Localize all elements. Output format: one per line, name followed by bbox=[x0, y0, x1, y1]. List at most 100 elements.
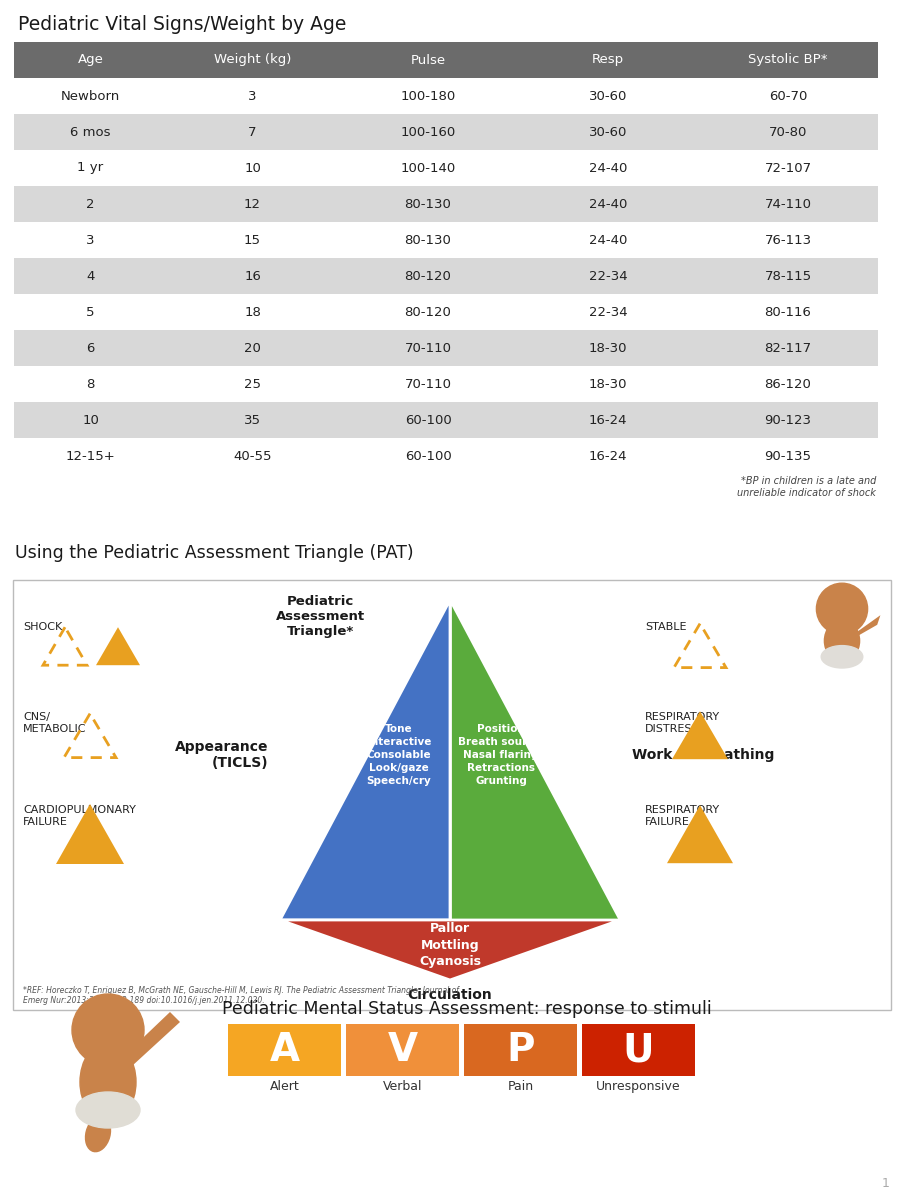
Bar bbox=[582, 1024, 695, 1076]
Text: Pain: Pain bbox=[508, 1080, 534, 1093]
Ellipse shape bbox=[85, 1116, 110, 1152]
Bar bbox=[518, 42, 698, 78]
Bar bbox=[518, 186, 698, 222]
Text: 24-40: 24-40 bbox=[589, 234, 627, 246]
Text: 72-107: 72-107 bbox=[765, 162, 812, 174]
Polygon shape bbox=[855, 616, 881, 637]
Bar bbox=[338, 114, 518, 150]
Text: CARDIOPULMONARY
FAILURE: CARDIOPULMONARY FAILURE bbox=[23, 805, 136, 827]
Bar bbox=[464, 1024, 577, 1076]
Bar bbox=[518, 330, 698, 366]
Bar bbox=[167, 330, 338, 366]
Ellipse shape bbox=[76, 1092, 140, 1128]
Bar bbox=[338, 294, 518, 330]
Text: 6 mos: 6 mos bbox=[71, 126, 110, 138]
Text: 86-120: 86-120 bbox=[765, 378, 812, 390]
Text: 24-40: 24-40 bbox=[589, 162, 627, 174]
Bar bbox=[14, 438, 167, 474]
Text: 25: 25 bbox=[244, 378, 261, 390]
Polygon shape bbox=[667, 805, 733, 863]
Ellipse shape bbox=[824, 620, 860, 661]
Bar bbox=[518, 402, 698, 438]
Text: Pallor
Mottling
Cyanosis: Pallor Mottling Cyanosis bbox=[419, 922, 481, 968]
Text: 10: 10 bbox=[82, 414, 99, 426]
Text: STABLE: STABLE bbox=[645, 622, 687, 632]
Bar bbox=[698, 186, 878, 222]
Text: 90-123: 90-123 bbox=[765, 414, 812, 426]
Bar bbox=[228, 1024, 341, 1076]
Text: 80-120: 80-120 bbox=[405, 306, 452, 318]
Text: V: V bbox=[387, 1031, 417, 1069]
Text: Circulation: Circulation bbox=[407, 988, 492, 1002]
Text: 16: 16 bbox=[244, 270, 261, 282]
Text: Resp: Resp bbox=[592, 54, 624, 66]
Text: 18: 18 bbox=[244, 306, 261, 318]
Text: 78-115: 78-115 bbox=[765, 270, 812, 282]
Bar bbox=[167, 186, 338, 222]
Bar bbox=[338, 150, 518, 186]
Bar bbox=[167, 222, 338, 258]
Bar bbox=[14, 330, 167, 366]
Text: A: A bbox=[270, 1031, 300, 1069]
Bar bbox=[14, 258, 167, 294]
Bar bbox=[698, 366, 878, 402]
Text: 30-60: 30-60 bbox=[589, 90, 627, 102]
Bar bbox=[518, 222, 698, 258]
Text: 60-100: 60-100 bbox=[405, 450, 452, 462]
Text: 80-130: 80-130 bbox=[405, 198, 452, 210]
Text: 90-135: 90-135 bbox=[765, 450, 812, 462]
Bar bbox=[518, 258, 698, 294]
Bar bbox=[346, 1024, 459, 1076]
Text: 30-60: 30-60 bbox=[589, 126, 627, 138]
Circle shape bbox=[72, 994, 144, 1066]
Text: 2: 2 bbox=[86, 198, 95, 210]
Bar bbox=[167, 258, 338, 294]
Bar bbox=[167, 366, 338, 402]
Text: P: P bbox=[506, 1031, 535, 1069]
Bar bbox=[338, 222, 518, 258]
Text: Pediatric
Assessment
Triangle*: Pediatric Assessment Triangle* bbox=[275, 595, 365, 638]
Bar bbox=[698, 402, 878, 438]
Text: 100-160: 100-160 bbox=[400, 126, 455, 138]
Text: RESPIRATORY
DISTRESS: RESPIRATORY DISTRESS bbox=[645, 712, 720, 733]
Polygon shape bbox=[126, 1012, 180, 1066]
Bar bbox=[167, 402, 338, 438]
Text: 74-110: 74-110 bbox=[765, 198, 812, 210]
Bar bbox=[338, 78, 518, 114]
Text: Systolic BP*: Systolic BP* bbox=[748, 54, 828, 66]
Bar bbox=[14, 186, 167, 222]
Text: 3: 3 bbox=[248, 90, 257, 102]
Text: 5: 5 bbox=[86, 306, 95, 318]
Text: Weight (kg): Weight (kg) bbox=[214, 54, 291, 66]
Text: Age: Age bbox=[78, 54, 103, 66]
Text: Tone
Interactive
Consolable
Look/gaze
Speech/cry: Tone Interactive Consolable Look/gaze Sp… bbox=[367, 724, 432, 786]
Circle shape bbox=[816, 583, 868, 635]
Text: 60-70: 60-70 bbox=[769, 90, 807, 102]
Text: 80-120: 80-120 bbox=[405, 270, 452, 282]
Text: 76-113: 76-113 bbox=[765, 234, 812, 246]
Text: Alert: Alert bbox=[270, 1080, 300, 1093]
Text: U: U bbox=[623, 1031, 654, 1069]
Text: 18-30: 18-30 bbox=[589, 378, 627, 390]
Text: 100-140: 100-140 bbox=[400, 162, 455, 174]
Text: *REF: Horeczko T, Enriquez B, McGrath NE, Gausche-Hill M, Lewis RJ. The Pediatri: *REF: Horeczko T, Enriquez B, McGrath NE… bbox=[23, 985, 459, 1006]
Bar bbox=[14, 294, 167, 330]
Text: 20: 20 bbox=[244, 342, 261, 354]
Polygon shape bbox=[96, 628, 140, 665]
Bar bbox=[167, 150, 338, 186]
Text: 24-40: 24-40 bbox=[589, 198, 627, 210]
Bar bbox=[518, 438, 698, 474]
Bar bbox=[698, 222, 878, 258]
Bar bbox=[14, 150, 167, 186]
Text: 16-24: 16-24 bbox=[589, 414, 627, 426]
Text: 12-15+: 12-15+ bbox=[66, 450, 115, 462]
Bar bbox=[518, 294, 698, 330]
Text: 16-24: 16-24 bbox=[589, 450, 627, 462]
Bar bbox=[167, 294, 338, 330]
Bar bbox=[518, 150, 698, 186]
Text: 100-180: 100-180 bbox=[400, 90, 455, 102]
Bar bbox=[698, 42, 878, 78]
Text: 70-110: 70-110 bbox=[405, 342, 452, 354]
Bar bbox=[698, 78, 878, 114]
Bar bbox=[338, 330, 518, 366]
